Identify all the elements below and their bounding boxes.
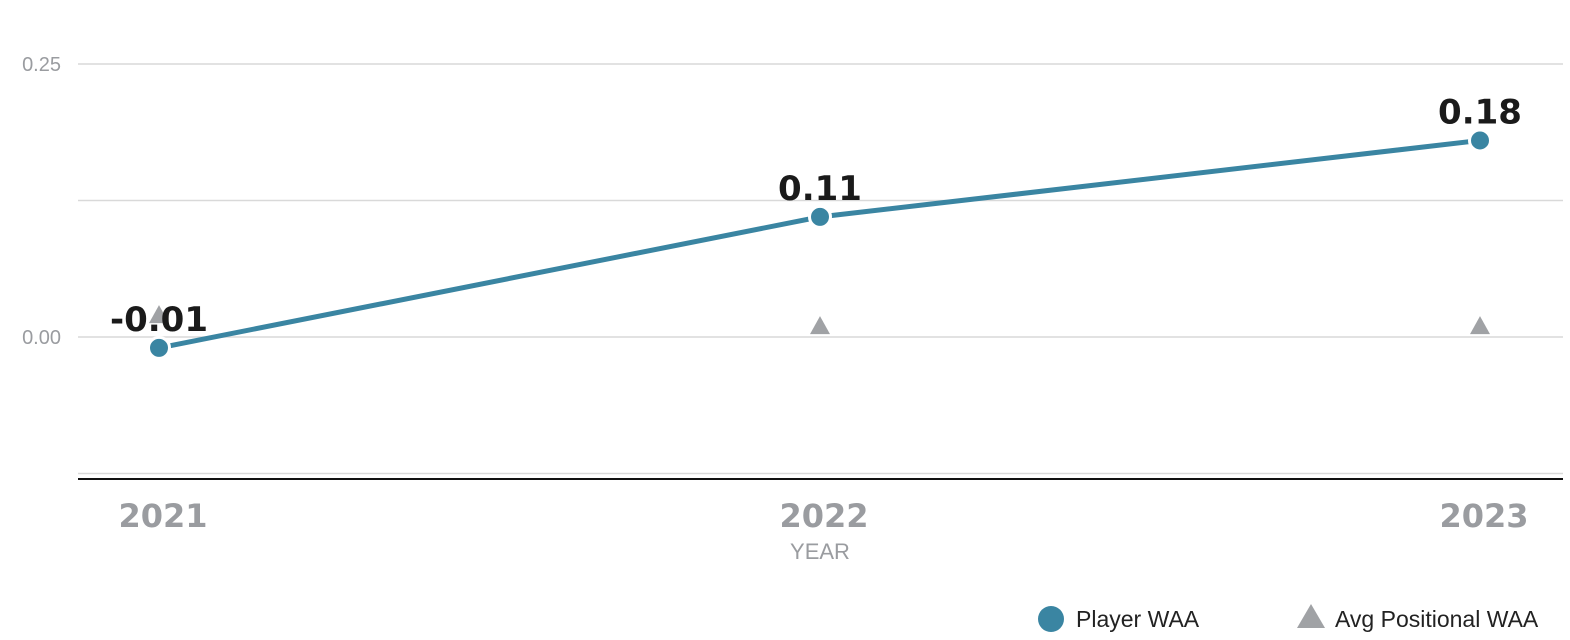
data-label: 0.11: [778, 169, 862, 209]
legend-avg-positional-waa-label: Avg Positional WAA: [1335, 606, 1539, 632]
data-labels: -0.01 0.11 0.18: [110, 92, 1522, 339]
x-tick-label: 2022: [779, 497, 868, 535]
data-label: -0.01: [110, 300, 208, 340]
x-axis-label: YEAR: [790, 539, 850, 564]
grid: [78, 63, 1563, 475]
legend-player-waa-label: Player WAA: [1076, 606, 1200, 632]
player-waa-point: [147, 335, 171, 360]
legend: Player WAA Avg Positional WAA: [1038, 604, 1539, 632]
x-tick-label: 2023: [1439, 497, 1528, 535]
y-tick-label: 0.00: [22, 327, 61, 349]
avg-positional-waa-marker: [149, 305, 169, 324]
legend-player-waa-marker: [1038, 606, 1064, 632]
player-waa-point: [1468, 128, 1492, 153]
avg-positional-waa-marker: [1470, 316, 1490, 335]
x-tick-label: 2021: [118, 497, 207, 535]
y-axis: 0.25 0.00: [22, 54, 61, 349]
series: [147, 128, 1492, 360]
player-waa-point: [808, 204, 832, 229]
x-axis: 2021 2022 2023: [118, 497, 1528, 535]
legend-avg-positional-waa-marker: [1297, 604, 1325, 628]
data-label: 0.18: [1438, 92, 1522, 132]
y-tick-label: 0.25: [22, 54, 61, 76]
avg-positional-waa-marker: [810, 316, 830, 335]
